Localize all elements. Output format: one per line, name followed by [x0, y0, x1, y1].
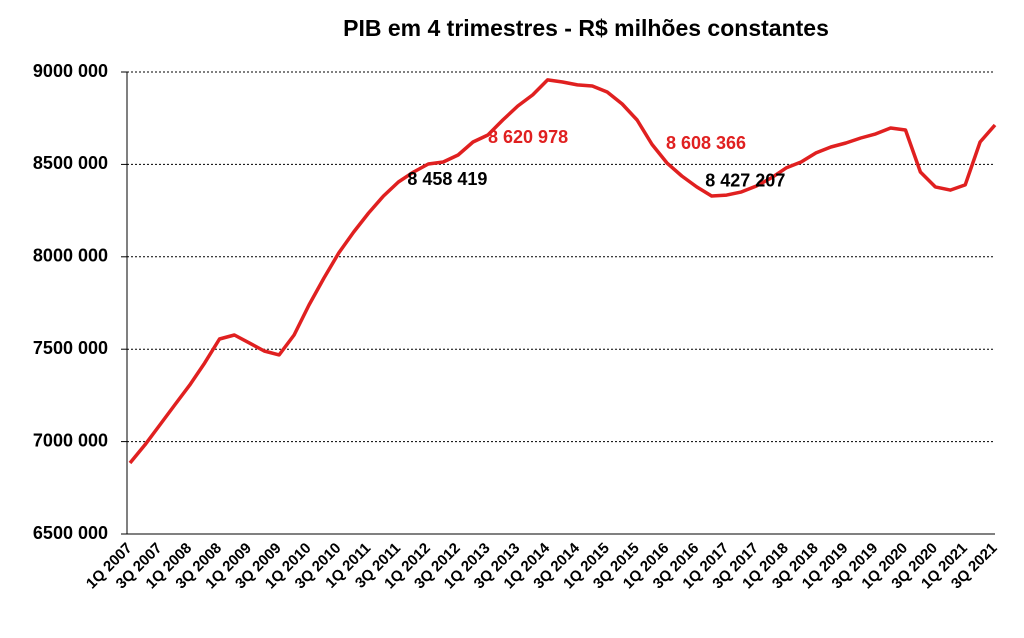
chart-title: PIB em 4 trimestres - R$ milhões constan…: [343, 15, 829, 41]
y-tick-label: 8500 000: [33, 153, 108, 173]
value-label: 8 458 419: [407, 169, 487, 189]
y-tick-label: 8000 000: [33, 246, 108, 266]
y-tick-label: 9000 000: [33, 61, 108, 81]
line: [128, 78, 997, 465]
y-tick-label: 7500 000: [33, 338, 108, 358]
value-label: 8 620 978: [488, 127, 568, 147]
y-tick-label: 7000 000: [33, 430, 108, 450]
value-label: 8 608 366: [666, 133, 746, 153]
y-tick-label: 6500 000: [33, 523, 108, 543]
value-label: 8 427 207: [705, 171, 785, 191]
